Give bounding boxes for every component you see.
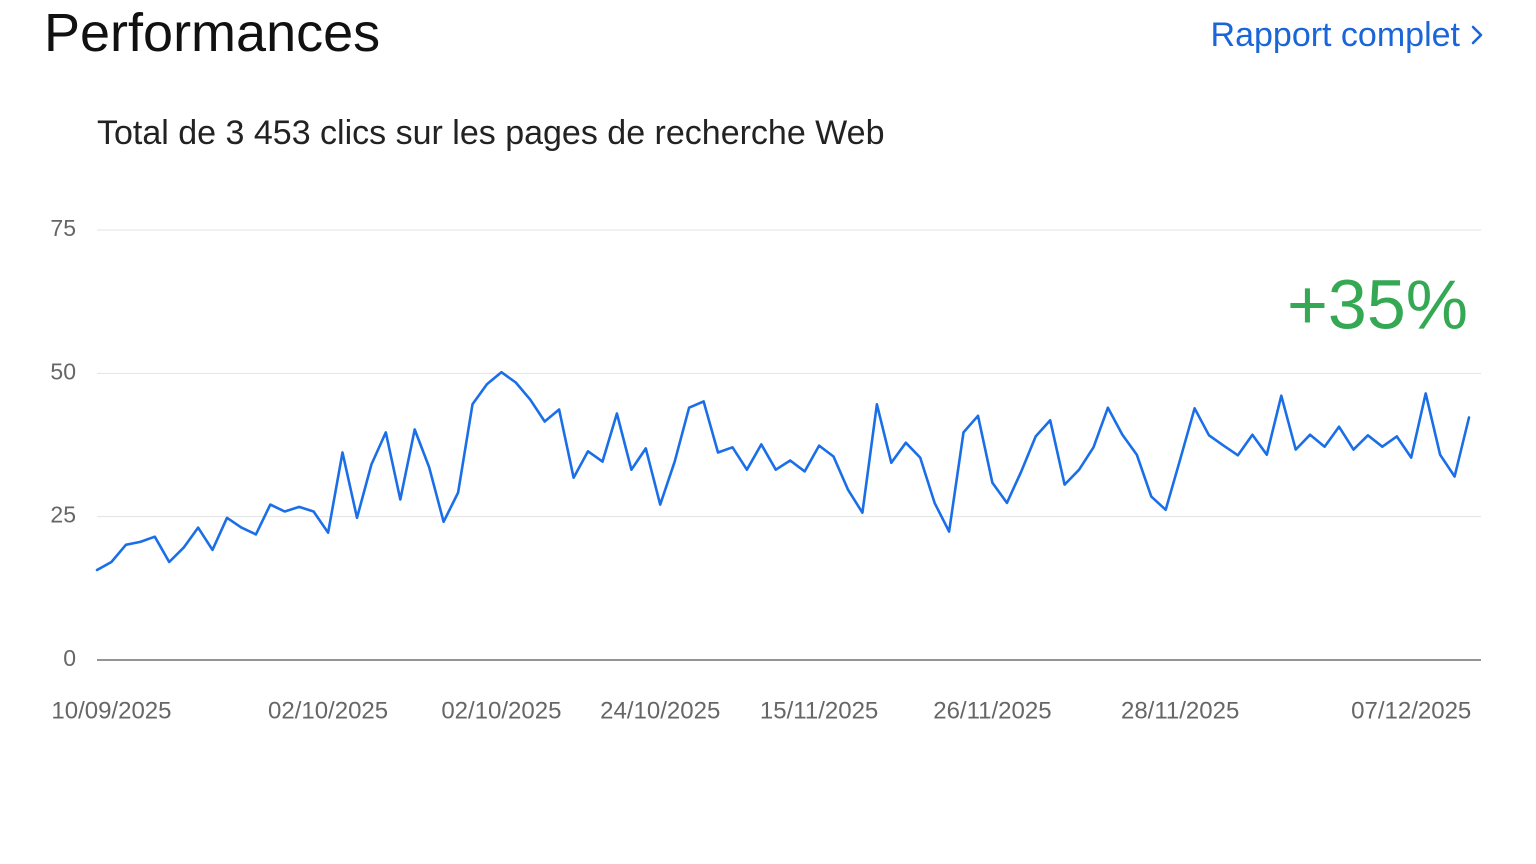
change-annotation: +35% — [1287, 265, 1468, 343]
x-tick-label: 15/11/2025 — [760, 697, 878, 724]
y-tick-label: 75 — [50, 215, 76, 241]
x-tick-label: 02/10/2025 — [441, 697, 561, 724]
x-tick-label: 07/12/2025 — [1351, 697, 1471, 724]
chart-subtitle: Total de 3 453 clics sur les pages de re… — [97, 114, 884, 152]
page-title: Performances — [44, 3, 381, 63]
x-tick-label: 02/10/2025 — [268, 697, 388, 724]
y-tick-label: 50 — [50, 358, 76, 384]
x-tick-label: 26/11/2025 — [933, 697, 1051, 724]
report-link[interactable]: Rapport complet — [1211, 14, 1484, 56]
x-tick-label: 24/10/2025 — [600, 697, 720, 724]
x-tick-label: 10/09/2025 — [51, 697, 171, 724]
y-tick-label: 25 — [50, 502, 76, 528]
y-tick-label: 0 — [63, 645, 76, 671]
report-link-text[interactable]: Rapport complet — [1210, 16, 1460, 54]
data-line — [95, 370, 1471, 572]
x-tick-label: 28/11/2025 — [1121, 697, 1239, 724]
chevron-icon[interactable] — [1470, 23, 1484, 47]
